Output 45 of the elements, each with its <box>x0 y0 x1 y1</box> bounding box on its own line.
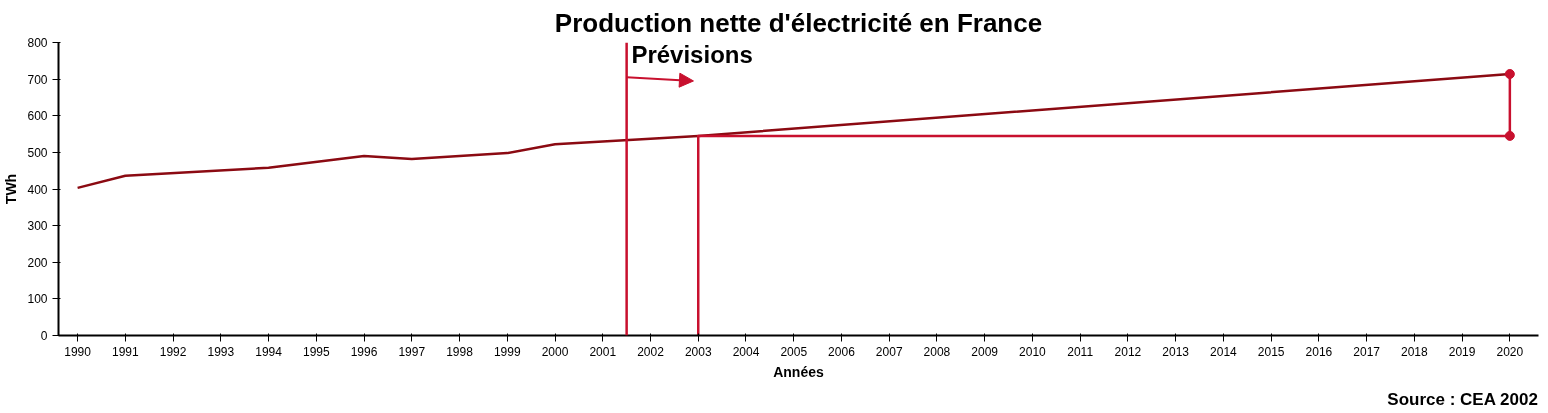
x-tick-label: 2006 <box>828 344 856 359</box>
x-tick-label: 1999 <box>493 344 521 359</box>
x-tick-label: 1990 <box>64 344 92 359</box>
x-tick-label: 1997 <box>398 344 426 359</box>
x-tick-label: 1995 <box>302 344 330 359</box>
x-tick-label: 2016 <box>1305 344 1333 359</box>
x-tick-label: 2010 <box>1019 344 1047 359</box>
y-tick-label: 700 <box>27 72 48 87</box>
y-tick-label: 100 <box>27 292 48 307</box>
x-tick-label: 2001 <box>589 344 617 359</box>
x-tick-label: 2005 <box>780 344 808 359</box>
y-tick-label: 600 <box>27 109 48 124</box>
y-tick-label: 200 <box>27 255 48 270</box>
x-tick-label: 2018 <box>1401 344 1429 359</box>
x-axis-title: Années <box>773 363 824 380</box>
x-tick-label: 2013 <box>1162 344 1190 359</box>
x-tick-label: 1994 <box>255 344 283 359</box>
source-note: Source : CEA 2002 <box>1387 389 1538 409</box>
x-tick-label: 1996 <box>350 344 378 359</box>
x-tick-label: 2002 <box>637 344 665 359</box>
chart-title: Production nette d'électricité en France <box>554 7 1043 38</box>
ref-line-label: Prévisions <box>631 41 753 69</box>
x-tick-label: 2015 <box>1257 344 1285 359</box>
x-tick-label: 2008 <box>923 344 951 359</box>
y-tick-label: 800 <box>27 36 48 50</box>
x-tick-label: 1993 <box>207 344 235 359</box>
x-tick-label: 2007 <box>875 344 903 359</box>
x-tick-label: 2019 <box>1448 344 1476 359</box>
x-tick-label: 2011 <box>1067 344 1094 359</box>
x-tick-label: 1992 <box>159 344 187 359</box>
x-tick-label: 1991 <box>111 344 140 359</box>
x-tick-label: 2014 <box>1210 344 1238 359</box>
x-tick-label: 2003 <box>684 344 712 359</box>
x-tick-label: 2017 <box>1353 344 1381 359</box>
y-tick-label: 400 <box>27 182 48 197</box>
y-axis-title: TWh <box>3 173 20 205</box>
x-tick-label: 2012 <box>1114 344 1142 359</box>
y-tick-label: 0 <box>40 329 48 343</box>
x-tick-label: 2009 <box>971 344 999 359</box>
y-tick-label: 500 <box>27 145 48 160</box>
y-tick-label: 300 <box>27 219 48 234</box>
x-tick-label: 1998 <box>446 344 474 359</box>
x-tick-label: 2000 <box>541 344 569 359</box>
x-tick-label: 2020 <box>1496 344 1524 359</box>
x-tick-label: 2004 <box>732 344 760 359</box>
